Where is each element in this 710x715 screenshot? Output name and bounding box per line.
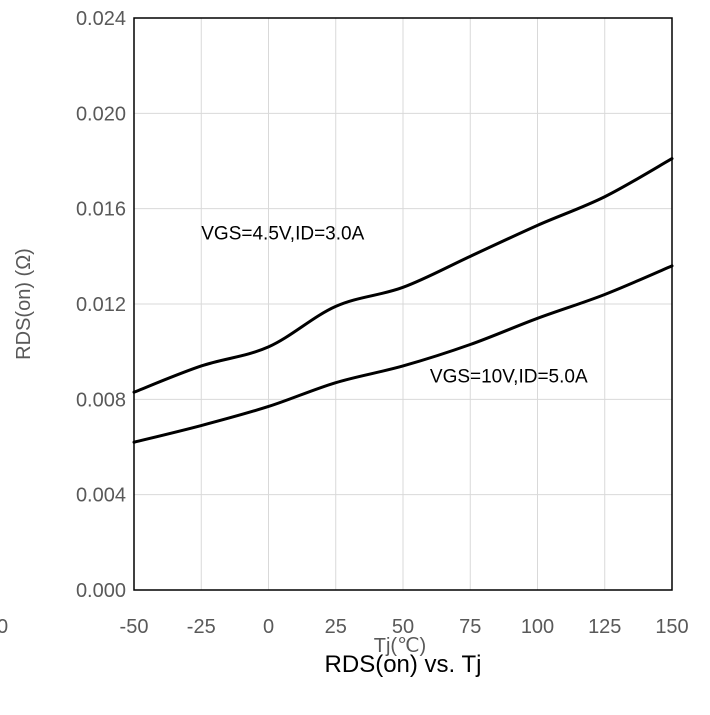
x-tick-label: -50 — [120, 616, 149, 638]
series-annotations: VGS=4.5V,ID=3.0A VGS=10V,ID=5.0A — [201, 224, 588, 388]
x-tick-label: 0 — [263, 616, 274, 638]
x-tick-label: 125 — [588, 616, 621, 638]
y-tick-label: 0.020 — [76, 103, 126, 125]
x-tick-label: 50 — [392, 616, 414, 638]
series-lines — [132, 157, 674, 444]
plot-area-frame — [133, 17, 673, 591]
y-axis-tick-labels: 0.000 0.004 0.008 0.012 0.016 0.020 0.024 — [76, 8, 126, 602]
series-annotation-label: VGS=4.5V,ID=3.0A — [201, 224, 364, 245]
chart-title: RDS(on) vs. Tj — [325, 651, 482, 678]
x-axis-tick-labels: -50 -25 0 25 50 75 100 125 150 — [120, 616, 689, 638]
x-tick-label: 75 — [459, 616, 481, 638]
x-tick-label: -25 — [187, 616, 216, 638]
y-tick-label: 0.012 — [76, 294, 126, 316]
y-tick-label: 0.008 — [76, 389, 126, 411]
y-axis-title: RDS(on) (Ω) — [13, 248, 35, 360]
series-annotation-label: VGS=10V,ID=5.0A — [430, 367, 588, 388]
series-line — [132, 157, 674, 394]
y-tick-label: 0.000 — [76, 580, 126, 602]
x-axis-title: Tj(℃) — [374, 635, 426, 657]
x-tick-label: 100 — [521, 616, 554, 638]
stray-tick-label: 0 — [0, 616, 8, 638]
y-tick-label: 0.004 — [76, 485, 126, 507]
x-tick-label: 150 — [655, 616, 688, 638]
series-line — [132, 264, 674, 444]
y-tick-label: 0.016 — [76, 199, 126, 221]
y-tick-label: 0.024 — [76, 8, 126, 30]
x-tick-label: 25 — [325, 616, 347, 638]
grid-lines — [134, 18, 672, 590]
